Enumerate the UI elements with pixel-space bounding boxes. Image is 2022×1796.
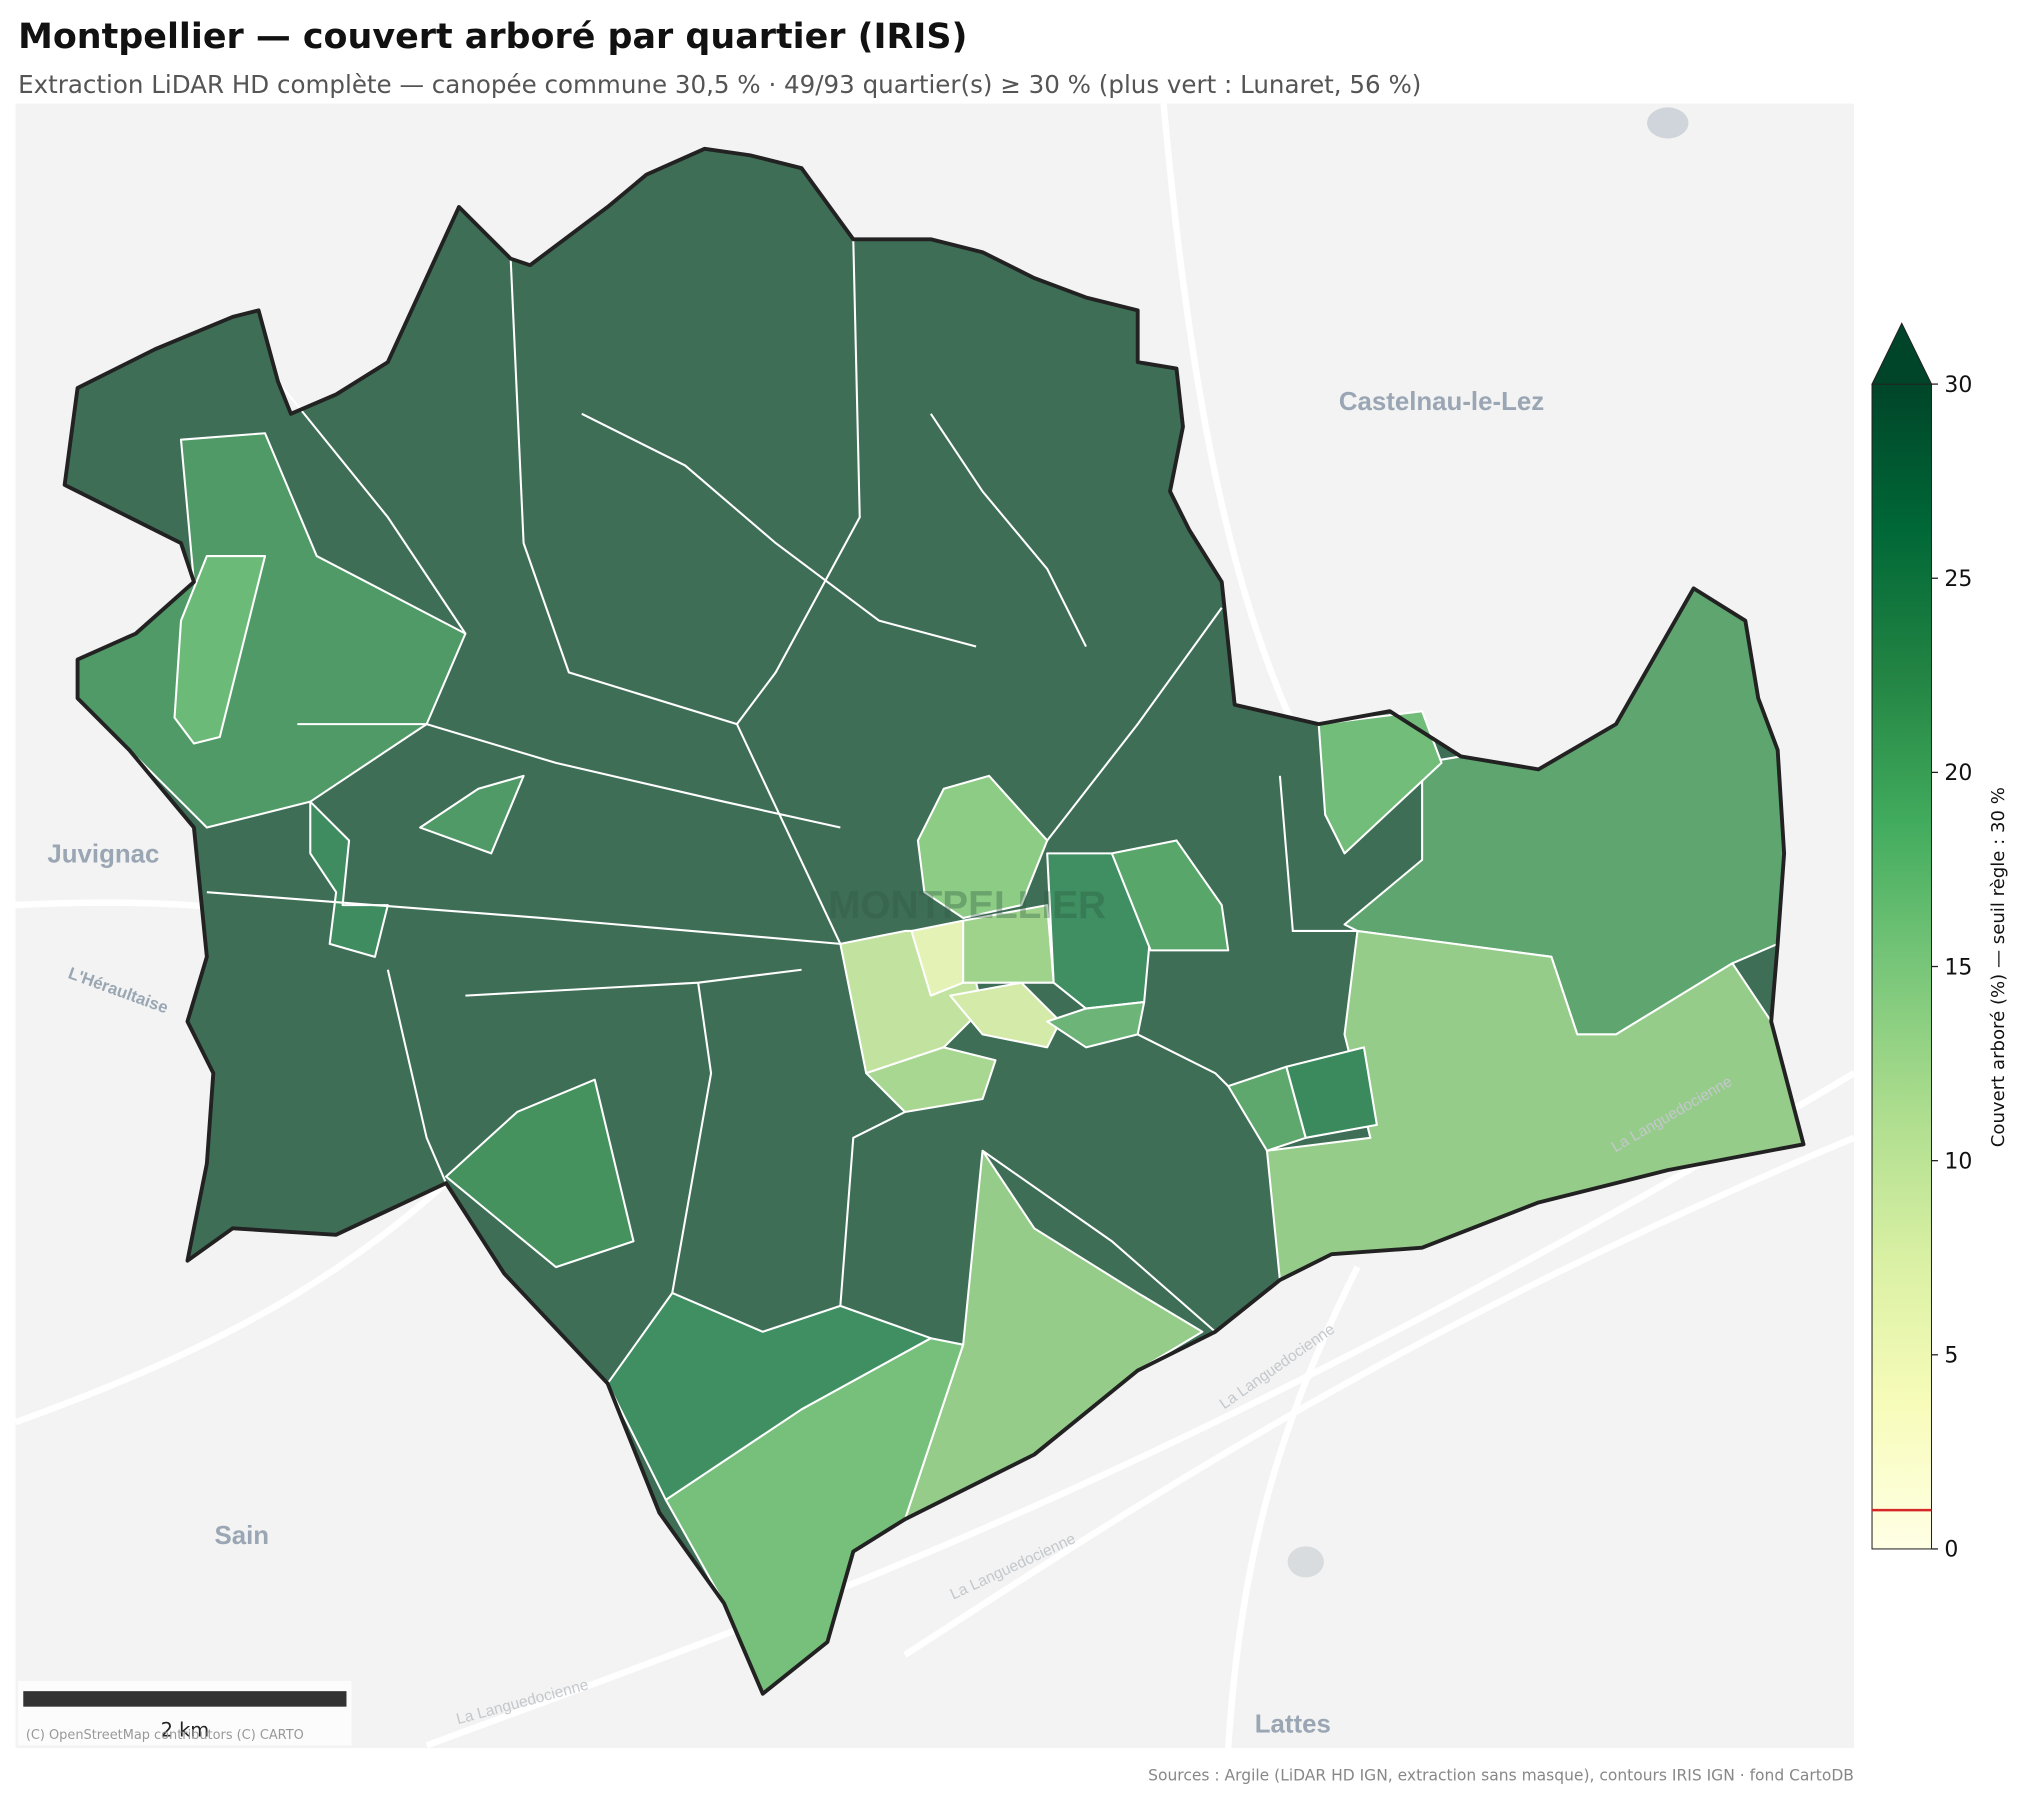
colorbar-scale <box>1871 383 1933 1550</box>
road <box>903 1134 1856 1658</box>
district <box>173 555 267 745</box>
border <box>839 1111 906 1306</box>
district <box>865 1046 997 1113</box>
scale-bar <box>23 1691 347 1707</box>
colorbar-tick-label: 5 <box>1944 1344 1958 1369</box>
border <box>277 380 467 635</box>
colorbar-extension <box>1871 322 1933 385</box>
colorbar: 0 5 10 15 20 25 30 Couvert arboré (%) — seuil r… <box>1871 322 2009 1563</box>
road <box>1160 103 1296 726</box>
border <box>206 891 841 945</box>
border <box>509 258 842 945</box>
colorbar-tick-label: 0 <box>1944 1538 1958 1563</box>
district <box>949 981 1062 1049</box>
border <box>736 239 861 725</box>
colorbar-tick-label: 25 <box>1944 567 1972 592</box>
colorbar-tick-label: 10 <box>1944 1149 1972 1174</box>
district <box>606 1291 932 1501</box>
border <box>929 413 1087 648</box>
district <box>444 1078 635 1269</box>
city-outline <box>62 146 1806 1696</box>
district <box>1046 1001 1146 1049</box>
colorbar-tick-label: 15 <box>1944 955 1972 980</box>
colorbar-label: Couvert arboré (%) — seuil règle : 30 % <box>1988 787 2009 1147</box>
border <box>981 1149 1216 1333</box>
subtitle: Extraction LiDAR HD complète — canopée c… <box>18 70 1421 99</box>
place-label: Lattes <box>1255 1711 1331 1739</box>
district <box>309 800 389 958</box>
district-borders <box>206 239 1358 1333</box>
sources: Sources : Argile (LiDAR HD IGN, extracti… <box>1148 1766 1854 1784</box>
place-label: Castelnau-le-Lez <box>1339 388 1544 416</box>
border <box>1046 607 1223 842</box>
title: Montpellier — couvert arboré par quartie… <box>18 17 967 57</box>
border <box>581 412 977 648</box>
place-label: Juvignac <box>47 840 159 868</box>
border <box>1137 1033 1229 1087</box>
road <box>1224 1265 1361 1749</box>
basemap-feature <box>1287 1546 1324 1578</box>
border <box>1278 775 1358 933</box>
scale-bar-label: 2 km <box>161 1718 210 1741</box>
district <box>1110 839 1230 952</box>
border <box>465 968 802 997</box>
basemap-feature <box>1647 107 1689 139</box>
district <box>916 774 1049 920</box>
district <box>1285 1046 1378 1139</box>
place-label: Sain <box>214 1522 269 1550</box>
colorbar-tick-label: 20 <box>1944 761 1972 786</box>
road <box>14 1180 449 1426</box>
district <box>962 904 1055 984</box>
district <box>419 774 525 855</box>
district <box>1317 710 1443 855</box>
border <box>297 723 841 829</box>
border <box>671 982 713 1294</box>
colorbar-tick-label: 30 <box>1944 373 1972 398</box>
attribution: (C) OpenStreetMap contributors (C) CARTO <box>26 1728 304 1743</box>
place-label: MONTPELLIER <box>828 884 1106 927</box>
border <box>386 969 447 1184</box>
road <box>425 1070 1856 1749</box>
